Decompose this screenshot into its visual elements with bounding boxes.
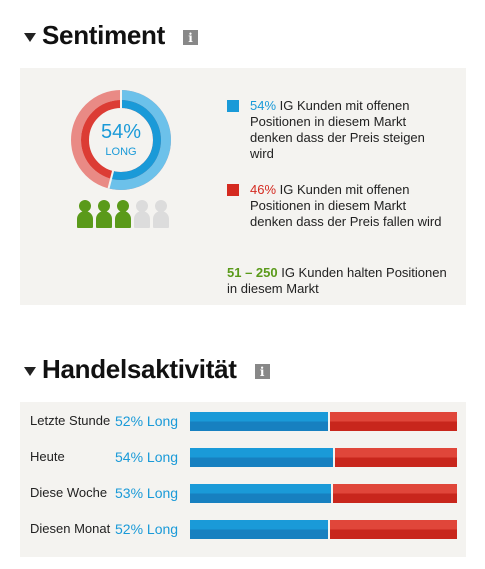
activity-row-label: Heute	[30, 449, 65, 464]
person-icon	[115, 200, 131, 228]
short-swatch	[227, 184, 239, 196]
bar-long-segment	[190, 412, 328, 431]
activity-row-label: Letzte Stunde	[30, 413, 111, 428]
activity-row-percent: 53% Long	[115, 485, 179, 501]
activity-row-week: Diese Woche 53% Long	[20, 478, 466, 514]
sentiment-title: Sentiment	[42, 20, 165, 50]
donut-center: 54% LONG	[69, 88, 173, 192]
collapse-triangle-icon[interactable]	[24, 366, 36, 376]
person-icon	[134, 200, 150, 228]
activity-row-percent: 52% Long	[115, 413, 179, 429]
bar-short-segment	[329, 520, 457, 539]
activity-bar	[190, 484, 457, 503]
collapse-triangle-icon[interactable]	[24, 32, 36, 42]
clients-summary-text: IG Kunden halten Positionen in diesem Ma…	[227, 265, 447, 296]
activity-row-label: Diesen Monat	[30, 521, 111, 536]
activity-panel: Letzte Stunde 52% Long Heute 54% Long Di…	[20, 402, 466, 557]
long-swatch	[227, 100, 239, 112]
bar-short-segment	[329, 412, 457, 431]
info-icon[interactable]: i	[182, 30, 198, 45]
activity-title: Handelsaktivität	[42, 354, 237, 384]
activity-row-percent: 52% Long	[115, 521, 179, 537]
person-icon	[77, 200, 93, 228]
activity-bar	[190, 412, 457, 431]
activity-row-label: Diese Woche	[30, 485, 108, 500]
info-icon[interactable]: i	[254, 364, 270, 379]
bar-short-segment	[332, 484, 457, 503]
legend-long: 54% IG Kunden mit offenen Positionen in …	[227, 98, 447, 162]
bar-long-segment	[190, 448, 334, 467]
activity-bar	[190, 520, 457, 539]
bar-long-segment	[190, 520, 328, 539]
donut-percent: 54%	[100, 121, 142, 143]
activity-header[interactable]: Handelsaktivität i	[24, 354, 270, 385]
donut-label: LONG	[105, 146, 137, 158]
sentiment-donut-chart	[71, 90, 171, 190]
legend-short: 46% IG Kunden mit offenen Positionen in …	[227, 182, 447, 230]
activity-row-last-hour: Letzte Stunde 52% Long	[20, 406, 466, 442]
sentiment-header[interactable]: Sentiment i	[24, 20, 198, 51]
sentiment-panel: 54% LONG 54% IG Kunden mit offenen Posit…	[20, 68, 466, 305]
person-icon	[96, 200, 112, 228]
clients-people-icons	[77, 200, 169, 228]
long-description: IG Kunden mit offenen Positionen in dies…	[250, 98, 425, 161]
person-icon	[153, 200, 169, 228]
activity-bar	[190, 448, 457, 467]
activity-row-month: Diesen Monat 52% Long	[20, 514, 466, 550]
clients-range: 51 – 250	[227, 265, 278, 280]
long-percent: 54%	[250, 98, 277, 113]
activity-row-today: Heute 54% Long	[20, 442, 466, 478]
short-percent: 46%	[250, 182, 277, 197]
clients-summary: 51 – 250 IG Kunden halten Positionen in …	[227, 265, 447, 297]
bar-long-segment	[190, 484, 331, 503]
bar-short-segment	[335, 448, 457, 467]
activity-row-percent: 54% Long	[115, 449, 179, 465]
short-description: IG Kunden mit offenen Positionen in dies…	[250, 182, 442, 229]
